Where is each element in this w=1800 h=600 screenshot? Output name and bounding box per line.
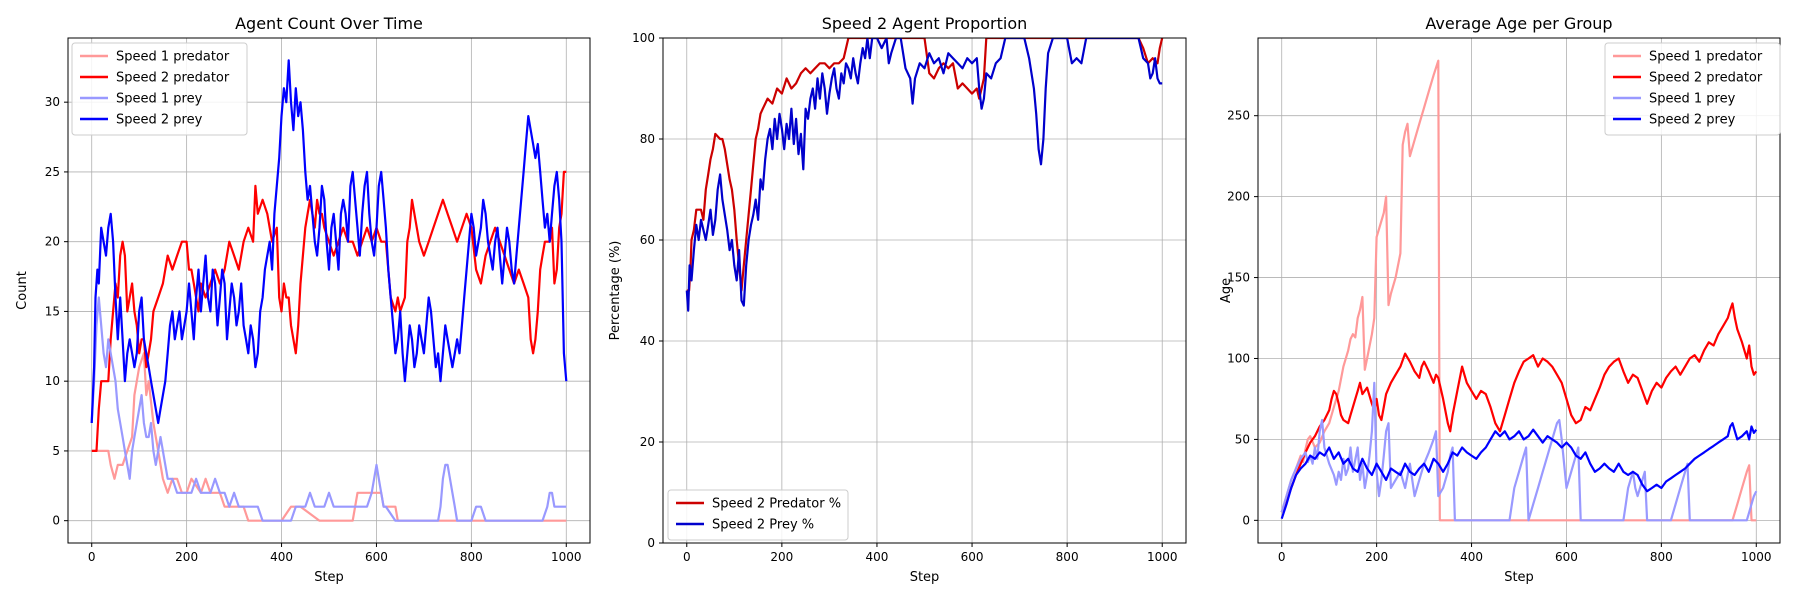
legend-label-speed-2-prey: Speed 2 Prey % [712,518,814,533]
y-tick-label: 40 [640,334,655,348]
y-tick-label: 25 [45,165,60,179]
y-tick-label: 10 [45,374,60,388]
x-tick-label: 800 [1056,550,1079,564]
legend-label-speed-2-predator: Speed 2 predator [1649,71,1763,86]
axes-frame [67,37,591,544]
y-tick-label: 0 [52,514,60,528]
x-tick-label: 600 [961,550,984,564]
legend-label-speed-1-prey: Speed 1 prey [1649,92,1736,107]
legend-label-speed-2-prey: Speed 2 prey [1649,113,1736,128]
series-line-speed-2-predator [1280,302,1758,513]
y-tick-label: 15 [45,304,60,318]
legend-label-speed-2-prey: Speed 2 prey [116,113,203,128]
y-tick-label: 20 [45,235,60,249]
chart-title: Speed 2 Agent Proportion [822,14,1028,33]
x-tick-label: 600 [365,550,388,564]
chart-panel-2: 0 200 400 600 800 1000 0 20 40 60 80 100 Speed 2 Age… [608,14,1187,585]
x-tick-label: 200 [175,550,198,564]
chart-title: Average Age per Group [1425,14,1612,33]
series-line-speed-2-predator [686,38,1164,292]
y-axis-label: Percentage (%) [608,241,623,341]
x-tick-label: 0 [1278,550,1286,564]
x-tick-label: 1000 [1147,550,1178,564]
plot-area [663,38,1186,543]
legend-label-speed-1-prey: Speed 1 prey [116,92,203,107]
series-line-speed-1-prey [1280,381,1758,522]
axes-frame [1257,37,1781,544]
x-tick-label: 800 [1650,550,1673,564]
series-line-speed-2-prey [1280,422,1758,520]
chart-panel-1: 0 200 400 600 800 1000 0 5 10 15 20 25 30 Agent Count… [15,14,591,585]
y-tick-label: 150 [1227,271,1250,285]
y-axis-label: Age [1219,278,1234,303]
x-tick-label: 1000 [1741,550,1772,564]
x-tick-label: 400 [1460,550,1483,564]
chart-panel-3: 0 200 400 600 800 1000 0 50 100 150 200 250 Average … [1219,14,1781,585]
x-tick-label: 200 [1365,550,1388,564]
y-tick-label: 50 [1235,432,1250,446]
legend-box [667,489,849,541]
legend-label-speed-1-predator: Speed 1 predator [1649,50,1763,65]
y-tick-label: 0 [1242,513,1250,527]
series-line-speed-2-prey [685,38,1163,312]
chart-title: Agent Count Over Time [235,14,423,33]
x-tick-label: 0 [88,550,96,564]
x-tick-label: 200 [770,550,793,564]
legend-label-speed-2-predator: Speed 2 predator [116,71,230,86]
series-line-speed-1-prey [90,296,567,522]
y-axis-label: Count [15,271,30,310]
x-axis-label: Step [314,570,344,585]
legend-box [1604,42,1781,136]
legend-box [71,42,248,136]
x-tick-label: 800 [460,550,483,564]
x-tick-label: 600 [1555,550,1578,564]
y-tick-label: 0 [647,536,655,550]
legend-label-speed-2-predator: Speed 2 Predator % [712,497,841,512]
x-tick-label: 400 [270,550,293,564]
legend-label-speed-1-predator: Speed 1 predator [116,50,230,65]
y-tick-label: 100 [1227,351,1250,365]
y-tick-label: 250 [1227,109,1250,123]
y-tick-label: 5 [52,444,60,458]
x-axis-label: Step [910,570,940,585]
x-tick-label: 400 [866,550,889,564]
y-tick-label: 100 [632,31,655,45]
y-tick-label: 30 [45,95,60,109]
series-line-speed-2-prey [90,59,568,425]
series-line-speed-1-predator [91,352,567,522]
y-tick-label: 60 [640,233,655,247]
x-axis-label: Step [1504,570,1534,585]
axes-frame [662,37,1187,544]
y-tick-label: 200 [1227,190,1250,204]
x-tick-label: 0 [683,550,691,564]
y-tick-label: 80 [640,132,655,146]
x-tick-label: 1000 [551,550,582,564]
y-tick-label: 20 [640,435,655,449]
